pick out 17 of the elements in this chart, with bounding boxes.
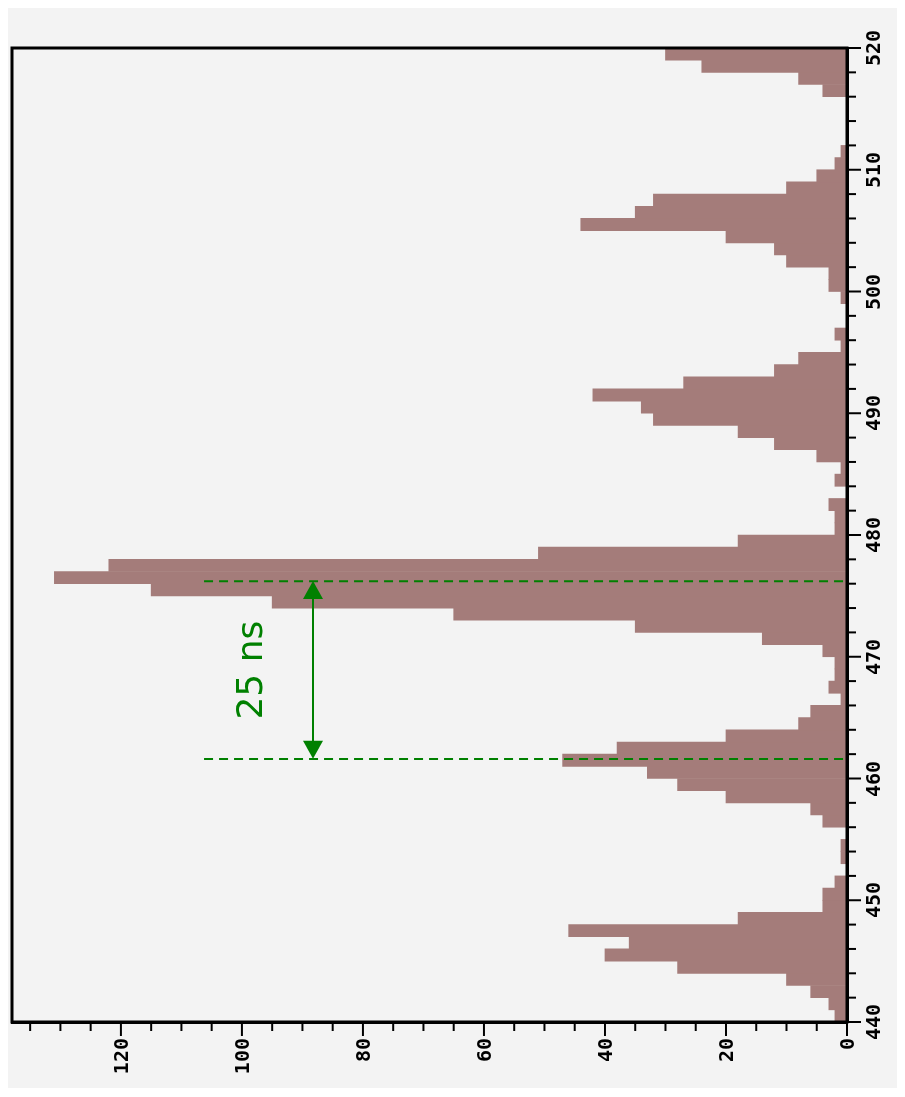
y-tick-label: 460 — [861, 760, 885, 797]
y-tick-label: 480 — [861, 516, 885, 554]
x-tick-label: 80 — [350, 1038, 375, 1063]
x-tick-label: 0 — [835, 1038, 859, 1051]
x-tick-label: 120 — [108, 1038, 133, 1075]
x-tick-label: 60 — [471, 1038, 496, 1063]
y-tick-label: 520 — [861, 29, 885, 67]
x-tick-label: 100 — [229, 1038, 254, 1075]
y-tick-label: 510 — [861, 151, 885, 188]
y-tick-label: 470 — [861, 638, 885, 675]
x-tick-label: 20 — [713, 1038, 738, 1063]
annotation: 25 ns — [228, 620, 270, 720]
y-tick-label: 450 — [861, 882, 885, 919]
x-tick-label: 40 — [592, 1038, 617, 1063]
y-tick-label: 440 — [861, 1003, 885, 1041]
y-tick-label: 490 — [861, 395, 885, 432]
y-tick-label: 500 — [861, 273, 885, 310]
